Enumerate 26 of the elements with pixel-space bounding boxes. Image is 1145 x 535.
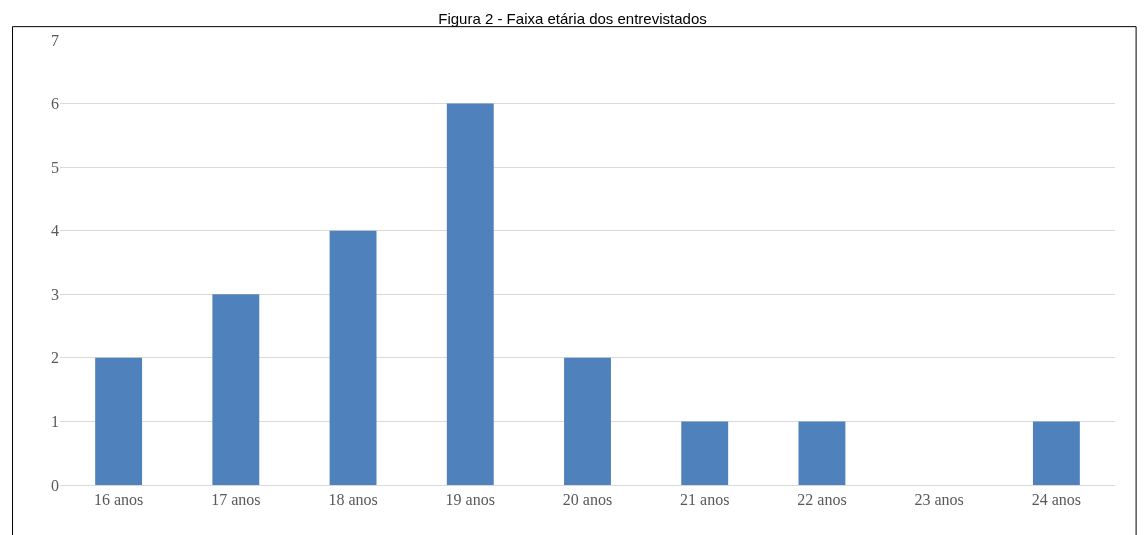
x-tick-label: 21 anos — [680, 491, 730, 509]
y-tick-label: 4 — [51, 222, 59, 240]
y-tick-label: 3 — [51, 285, 59, 303]
y-tick-label: 2 — [51, 349, 59, 367]
bar — [446, 103, 494, 485]
x-tick-label: 18 anos — [328, 491, 378, 509]
y-tick-label: 5 — [51, 158, 59, 176]
y-tick-label: 6 — [51, 95, 59, 113]
x-tick-label: 23 anos — [914, 491, 964, 509]
x-tick-label: 22 anos — [797, 491, 847, 509]
bar — [95, 357, 143, 485]
y-tick-label: 7 — [51, 31, 59, 49]
x-tick-label: 20 anos — [562, 491, 613, 509]
y-tick-label: 1 — [51, 413, 59, 431]
bar — [681, 421, 729, 485]
chart-title: Figura 2 - Faixa etária dos entrevistados — [438, 9, 707, 27]
bar — [564, 357, 611, 485]
x-tick-label: 24 anos — [1031, 491, 1082, 509]
x-tick-label: 17 anos — [211, 491, 261, 509]
bar — [1032, 421, 1080, 485]
bar — [329, 230, 377, 485]
bar — [212, 294, 260, 485]
y-tick-label: 0 — [51, 476, 59, 494]
x-tick-label: 19 anos — [445, 491, 495, 509]
bar — [798, 421, 846, 485]
x-tick-label: 16 anos — [93, 491, 144, 509]
